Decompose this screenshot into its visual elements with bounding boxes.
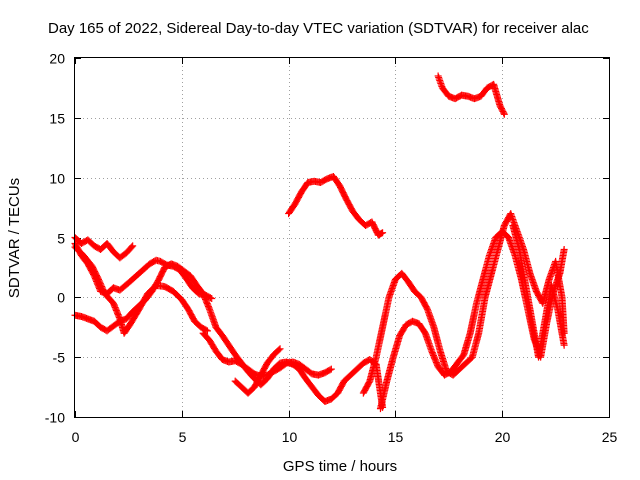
series-track-11	[509, 222, 568, 361]
data-point	[560, 245, 568, 253]
y-tick-label: -5	[53, 350, 66, 366]
chart-title: Day 165 of 2022, Sidereal Day-to-day VTE…	[48, 20, 589, 37]
series-track-3	[71, 243, 211, 337]
series-track-5	[199, 329, 335, 380]
x-tick-label: 0	[72, 429, 80, 445]
data-point	[129, 242, 137, 250]
data-point	[500, 109, 508, 117]
data-point	[276, 345, 284, 353]
y-tick-label: -10	[45, 410, 65, 426]
x-tick-label: 5	[179, 429, 187, 445]
y-axis-label: SDTVAR / TECUs	[6, 178, 23, 298]
x-tick-label: 20	[495, 429, 511, 445]
data-point	[128, 243, 136, 251]
series-track-7	[285, 172, 387, 239]
plot-frame	[74, 57, 610, 418]
data-point	[203, 327, 211, 335]
data-point	[327, 365, 335, 373]
data-point	[208, 295, 216, 303]
data-point	[275, 346, 283, 354]
series-track-8	[359, 210, 568, 397]
data-point	[500, 110, 508, 118]
x-axis-label: GPS time / hours	[283, 458, 397, 475]
y-tick-label: 10	[49, 171, 65, 187]
x-tick-label: 15	[388, 429, 404, 445]
y-tick-label: 15	[49, 111, 65, 127]
x-tick-label: 25	[602, 429, 618, 445]
series-track-1	[71, 234, 137, 262]
tick-labels: 0 5 10 15 20 25 -10 -5 0 5 10 15 20	[45, 51, 618, 446]
series-track-6	[231, 345, 284, 397]
y-tick-label: 0	[57, 290, 65, 306]
series-track-10	[434, 72, 508, 118]
data-point	[560, 341, 568, 349]
y-tick-label: 20	[49, 51, 65, 67]
data-point	[326, 366, 334, 374]
data-point	[379, 229, 387, 237]
data-point	[202, 326, 210, 334]
y-tick-label: 5	[57, 231, 65, 247]
x-tick-label: 10	[282, 429, 298, 445]
